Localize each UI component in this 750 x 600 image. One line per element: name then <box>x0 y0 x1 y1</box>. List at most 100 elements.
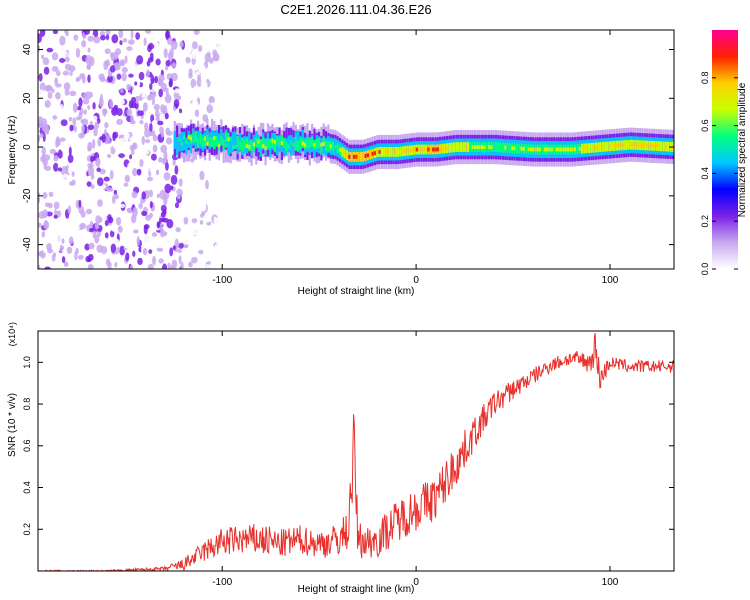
spectrogram-ridge-cell <box>306 137 309 148</box>
spectrogram-noise-cell <box>184 96 190 104</box>
spectrogram-noise-cell <box>184 49 189 54</box>
spectrogram-ridge-cell <box>476 145 479 150</box>
spectrogram-ridge-cell <box>427 147 430 152</box>
spectrogram-ridge-cell <box>290 134 293 145</box>
spectrogram-noise-cell <box>80 119 86 124</box>
spectrogram-noise-cell <box>171 259 178 269</box>
spectrogram-x-axis: -100 0 100 <box>212 30 619 286</box>
spectrogram-noise-cell <box>47 248 54 254</box>
spectrogram-noise-cell <box>97 199 103 207</box>
spectrogram-noise-cell <box>174 202 180 209</box>
spectrogram-noise-cell <box>125 252 130 262</box>
colorbar-tick-label: 0.8 <box>700 72 710 85</box>
spectrogram-noise-cell <box>83 109 87 115</box>
spectrogram-noise-cell <box>61 256 66 264</box>
spectrogram-noise-cell <box>133 64 138 72</box>
spectrogram-noise-cell <box>131 191 138 199</box>
spectrogram-ridge-cell <box>499 145 502 150</box>
spectrogram-noise-cell <box>111 96 118 102</box>
spectrogram-noise-cell <box>188 68 193 76</box>
spectrogram-noise-cell <box>78 199 82 208</box>
spectrogram-noise-cell <box>137 195 141 205</box>
spectrogram-noise-cell <box>63 261 69 267</box>
spectrogram-noise-cell <box>185 56 191 64</box>
spectrogram-noise-cell <box>194 64 199 72</box>
spectrogram-ridge-cell <box>650 143 653 148</box>
spectrogram-noise-cell <box>164 113 169 120</box>
spectrogram-noise-cell <box>59 57 66 64</box>
spectrogram-noise-cell <box>130 102 137 109</box>
spectrogram-y-axis: -40 -20 0 20 40 <box>22 44 674 252</box>
spectrogram-ridge-cell <box>280 141 283 146</box>
spectrogram-noise-cell <box>75 247 79 255</box>
spectrogram-ridge-cell <box>594 145 598 150</box>
spectrogram-noise-cell <box>42 57 50 66</box>
spectrogram-noise-cell <box>160 104 165 113</box>
spectrogram-noise-cell <box>91 138 96 149</box>
spectrogram-noise-cell <box>205 46 211 53</box>
spectrogram-ridge-cell <box>611 144 614 149</box>
spectrogram-noise-cell <box>211 56 218 62</box>
spectrogram-noise-cell <box>90 155 94 162</box>
spectrogram-ridge-cell <box>276 137 279 142</box>
spectrogram-ridge-cell <box>639 143 642 148</box>
spectrogram-ridge-cell <box>215 136 218 146</box>
spectrogram-ridge-cell <box>241 142 244 152</box>
spectrogram-noise-cell <box>179 108 183 114</box>
spectrogram-noise-cell <box>132 167 138 177</box>
spectrogram-noise-cell <box>38 89 45 98</box>
spectrogram-ridge-cell <box>176 137 179 141</box>
spectrogram-noise-cell <box>169 30 175 37</box>
spectrogram-noise-cell <box>68 65 76 73</box>
spectrogram-noise-cell <box>87 264 94 269</box>
spectrogram-noise-cell <box>150 130 156 137</box>
spectrogram-noise-cell <box>148 249 153 254</box>
spectrogram-ridge-cell <box>278 137 281 148</box>
spectrogram-ridge-cell <box>404 149 407 153</box>
spectrogram-noise-cell <box>128 73 134 78</box>
spectrogram-noise-cell <box>96 167 101 173</box>
spectrogram-noise-cell <box>81 48 85 54</box>
spectrogram-ridge-cell <box>227 137 230 156</box>
spectrogram-ridge-cell <box>236 137 239 148</box>
spectrogram-noise-cell <box>77 254 84 260</box>
spectrogram-noise-cell <box>165 137 173 145</box>
spectrogram-ridge-cell <box>206 134 209 145</box>
spectrogram-ridge-cell <box>231 131 235 149</box>
spectrogram-noise-cell <box>123 182 129 187</box>
spectrogram-noise-cell <box>141 93 146 98</box>
spectrogram-ridge-cell <box>199 134 202 144</box>
spectrogram-noise-cell <box>71 179 76 186</box>
spectrogram-ridge-cell <box>373 151 377 155</box>
spectrogram-ridge-cell <box>238 140 242 145</box>
spectrogram-ridge-cell <box>299 137 302 148</box>
spectrogram-ridge-cell <box>350 154 353 159</box>
spectrogram-noise-cell <box>208 205 213 216</box>
spectrogram-x-tick-label: 0 <box>413 275 419 286</box>
spectrogram-noise-cell <box>39 30 46 37</box>
spectrogram-noise-cell <box>47 202 53 209</box>
spectrogram-noise-cell <box>143 235 149 245</box>
spectrogram-ridge-cell <box>301 141 304 146</box>
spectrogram-ridge-cell <box>341 149 344 154</box>
spectrogram-noise-cell <box>105 59 111 67</box>
spectrogram-ridge-cell <box>252 142 256 147</box>
spectrogram-noise-cell <box>111 106 118 116</box>
spectrogram-noise-cell <box>119 245 125 256</box>
spectrogram-ridge-cell <box>457 145 460 150</box>
spectrogram-noise-cell <box>60 144 65 152</box>
spectrogram-noise-cell <box>109 99 113 109</box>
spectrogram-ridge-cell <box>271 138 274 143</box>
spectrogram-x-label: Height of straight line (km) <box>298 286 415 297</box>
spectrogram-noise-cell <box>182 197 189 202</box>
spectrogram-noise-cell <box>109 52 114 58</box>
spectrogram-noise-cell <box>102 194 107 199</box>
spectrogram-noise-cell <box>207 86 212 96</box>
spectrogram-ridge-cell <box>220 135 223 146</box>
spectrogram-ridge-cell <box>324 142 328 147</box>
spectrogram-ridge-cell <box>459 145 463 150</box>
spectrogram-ridge-cell <box>178 137 181 142</box>
spectrogram-noise-cell <box>197 260 204 269</box>
spectrogram-ridge-cell <box>362 154 365 159</box>
spectrogram-ridge-cell <box>264 139 267 150</box>
